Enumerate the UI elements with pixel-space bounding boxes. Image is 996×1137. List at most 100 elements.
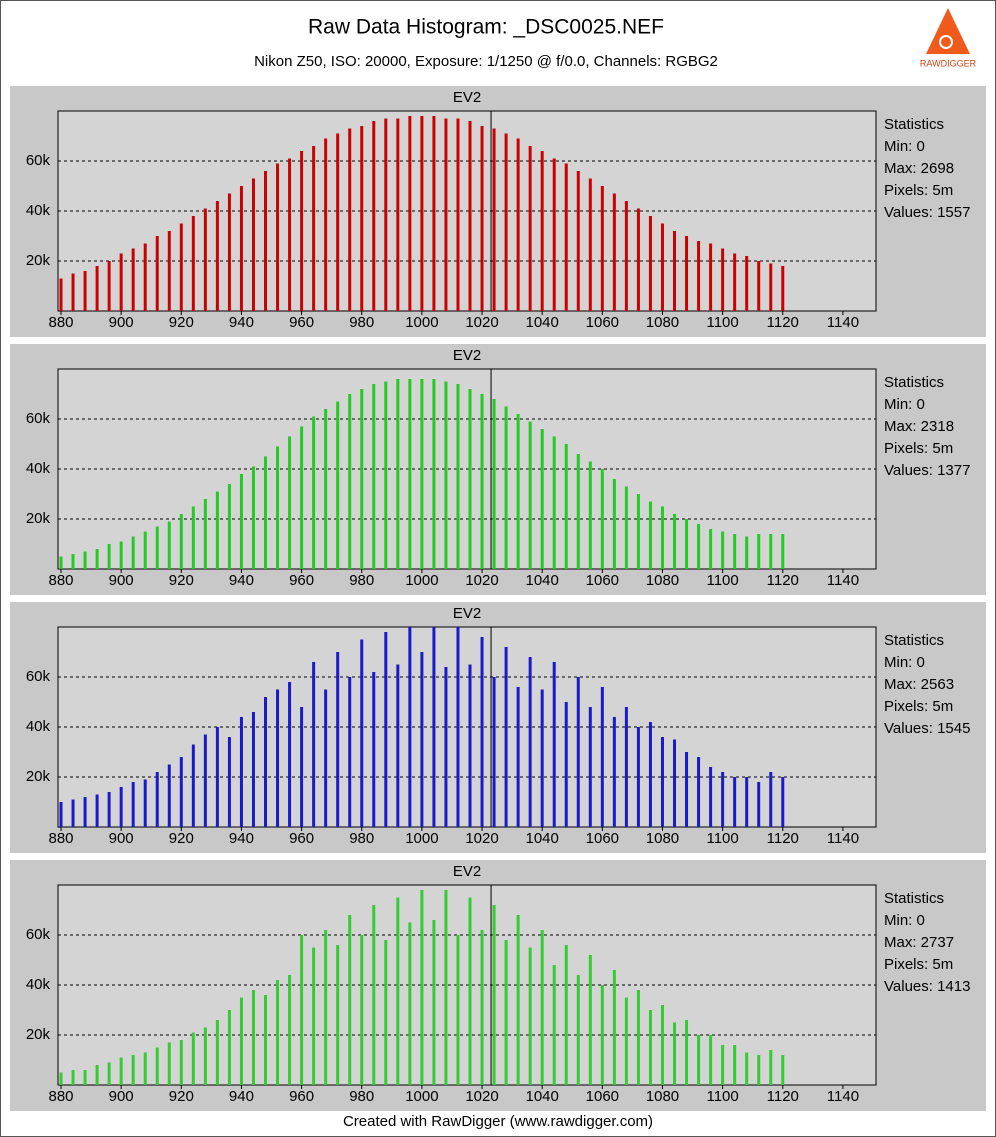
bar [588,955,592,1085]
x-tick-label: 960 [289,314,314,331]
bar [251,466,255,569]
x-tick-label: 880 [48,572,73,589]
bar [59,1072,63,1085]
bar [119,787,123,827]
y-tick-label: 20k [26,510,51,527]
bar [504,133,508,311]
bar [769,1050,773,1085]
bar [769,263,773,311]
bar [203,499,207,569]
x-tick-label: 920 [169,1088,194,1105]
bar [59,556,63,569]
bar [372,905,376,1085]
bar [191,1032,195,1085]
x-tick-label: 960 [289,1088,314,1105]
bar [167,764,171,827]
bar [432,116,436,311]
bar [480,394,484,569]
x-tick-label: 1080 [646,1088,679,1105]
bar [624,201,628,311]
bar [107,1062,111,1085]
bar [769,534,773,569]
panel-title: EV2 [453,605,481,622]
bar [432,920,436,1085]
x-tick-label: 1120 [767,830,799,847]
bar [552,965,556,1085]
bar [95,266,99,311]
bar [745,1052,749,1085]
x-tick-label: 1120 [767,572,799,589]
bar [552,662,556,827]
bar [324,138,328,311]
bar [312,416,316,569]
bar [709,529,713,569]
bar [733,253,737,311]
bar [408,922,412,1085]
bar [131,1055,135,1085]
bar [239,474,243,569]
bar [143,531,147,569]
bar [396,379,400,569]
bar [288,436,292,569]
x-tick-label: 940 [229,830,254,847]
bar [492,128,496,311]
bar [324,689,328,827]
x-tick-label: 940 [229,314,254,331]
x-tick-label: 1060 [586,1088,619,1105]
bar [552,436,556,569]
bar [600,687,604,827]
x-tick-label: 980 [349,314,374,331]
bar [468,389,472,569]
bar [600,469,604,569]
bar [107,792,111,827]
bar [576,454,580,569]
bar [781,1055,785,1085]
x-tick-label: 1060 [586,314,619,331]
bar [191,216,195,311]
bar [432,627,436,827]
bar [468,897,472,1085]
bar [516,414,520,569]
bar [468,664,472,827]
bar [288,975,292,1085]
x-tick-label: 1000 [405,314,438,331]
bar [660,223,664,311]
bar [420,652,424,827]
panel-title: EV2 [453,89,481,106]
bar [648,216,652,311]
bar [95,794,99,827]
bar [564,163,568,311]
bar [119,541,123,569]
bar [673,231,677,311]
bar [504,940,508,1085]
bar [588,178,592,311]
y-tick-label: 40k [26,202,51,219]
bar [697,241,701,311]
bar [179,1040,183,1085]
bar [769,772,773,827]
bar [697,757,701,827]
bar [721,248,725,311]
bar [119,1057,123,1085]
bar [564,702,568,827]
bar [119,253,123,311]
stats-line: Max: 2698 [884,160,954,177]
y-tick-label: 60k [26,410,51,427]
bar [203,208,207,311]
bar [227,1010,231,1085]
bar [552,158,556,311]
x-tick-label: 900 [109,830,134,847]
bar [264,697,268,827]
bar [372,672,376,827]
x-tick-label: 1140 [827,830,859,847]
bar [179,757,183,827]
x-tick-label: 880 [48,1088,73,1105]
bar [83,797,87,827]
bar [131,782,135,827]
bar [264,171,268,311]
bar [131,248,135,311]
bar [709,243,713,311]
x-tick-label: 900 [109,314,134,331]
x-tick-label: 1000 [405,572,438,589]
bar [360,389,364,569]
